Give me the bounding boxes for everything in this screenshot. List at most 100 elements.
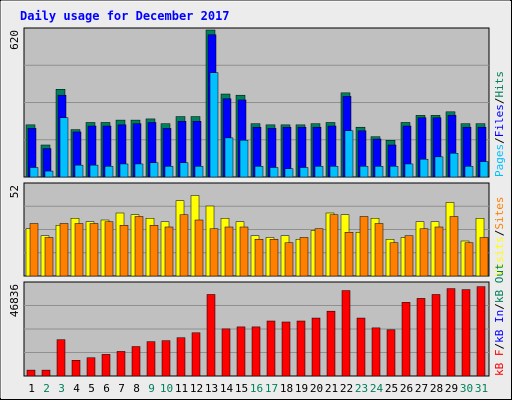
pages-bar [104, 166, 114, 178]
kbf-bar [116, 351, 126, 377]
pages-bar [29, 167, 39, 178]
x-tick-label: 8 [133, 382, 140, 395]
kbf-bar [476, 286, 486, 377]
kbf-bar [281, 321, 291, 377]
sites-bar [44, 237, 54, 277]
legend-item: Files [493, 104, 506, 137]
sites-bar [374, 223, 384, 277]
kbf-bar [416, 298, 426, 377]
kbf-bar [101, 354, 111, 377]
kbf-bar [206, 294, 216, 377]
x-tick-label: 16 [250, 382, 263, 395]
sites-bar [119, 225, 129, 277]
sites-bar [59, 223, 69, 277]
kbf-bar [146, 341, 156, 377]
pages-bar [74, 164, 84, 178]
legend-item: / [493, 343, 506, 350]
pages-bar [224, 137, 234, 178]
pages-bar [299, 167, 309, 178]
pages-bar [374, 166, 384, 178]
legend-item: Sites [493, 197, 506, 230]
legend-item: / [493, 230, 506, 237]
pages-bar [134, 163, 144, 178]
legend: kB F/kB In/kB Out [493, 263, 506, 376]
pages-bar [164, 166, 174, 178]
pages-bar [194, 166, 204, 178]
kbf-bar [386, 329, 396, 377]
kbf-bar [26, 369, 36, 377]
pages-bar [89, 164, 99, 178]
pages-bar [359, 166, 369, 178]
x-tick-label: 13 [205, 382, 218, 395]
x-tick-label: 10 [160, 382, 173, 395]
kbf-bar [251, 326, 261, 377]
kbf-bar [461, 289, 471, 377]
kbf-bar [356, 317, 366, 377]
legend: Visits/Sites [493, 197, 506, 277]
legend: Pages/Files/Hits [493, 71, 506, 177]
sites-bar [464, 242, 474, 277]
middle-panel: 52 Visits/Sites [8, 182, 506, 277]
x-tick-label: 27 [415, 382, 428, 395]
legend-item: / [493, 137, 506, 144]
x-tick-label: 29 [445, 382, 458, 395]
kbf-bar [71, 360, 81, 377]
x-tick-label: 25 [385, 382, 398, 395]
kbf-bar [86, 357, 96, 377]
sites-bar [209, 228, 219, 277]
x-tick-label: 7 [118, 382, 125, 395]
kbf-bar [326, 310, 336, 377]
sites-bar [314, 228, 324, 277]
x-tick-label: 26 [400, 382, 413, 395]
pages-bar [404, 163, 414, 178]
x-tick-label: 5 [88, 382, 95, 395]
x-tick-label: 30 [460, 382, 473, 395]
x-tick-label: 15 [235, 382, 248, 395]
sites-bar [419, 228, 429, 277]
legend-item: kB F [493, 350, 506, 377]
x-tick-label: 3 [58, 382, 65, 395]
sites-bar [359, 216, 369, 277]
pages-bar [329, 166, 339, 178]
kbf-bar [191, 332, 201, 377]
legend-item: Hits [493, 71, 506, 98]
kbf-bar [56, 339, 66, 377]
x-tick-label: 1 [28, 382, 35, 395]
legend-item: / [493, 303, 506, 310]
legend-item: kB Out [493, 263, 506, 303]
sites-bar [269, 239, 279, 277]
x-tick-label: 12 [190, 382, 203, 395]
sites-bar [179, 214, 189, 277]
legend-item: kB In [493, 310, 506, 343]
pages-bar [59, 117, 69, 178]
sites-bar [434, 226, 444, 277]
y-max-label: 620 [8, 30, 21, 50]
pages-bar [389, 166, 399, 178]
x-tick-label: 9 [148, 382, 155, 395]
sites-bar [449, 216, 459, 277]
x-tick-label: 18 [280, 382, 293, 395]
chart-title: Daily usage for December 2017 [20, 9, 230, 23]
pages-bar [479, 161, 489, 178]
x-tick-label: 22 [340, 382, 353, 395]
x-tick-label: 2 [43, 382, 50, 395]
sites-bar [29, 223, 39, 277]
legend-item: Pages [493, 144, 506, 177]
sites-bar [149, 225, 159, 277]
pages-bar [464, 166, 474, 178]
pages-bar [119, 163, 129, 178]
sites-bar [284, 242, 294, 277]
sites-bar [74, 223, 84, 277]
pages-bar [419, 158, 429, 178]
y-max-label: 46836 [8, 284, 21, 317]
x-tick-label: 6 [103, 382, 110, 395]
x-tick-label: 21 [325, 382, 338, 395]
pages-bar [254, 166, 264, 178]
pages-bar [449, 153, 459, 178]
x-tick-label: 31 [475, 382, 488, 395]
kbf-bar [371, 327, 381, 377]
x-tick-label: 17 [265, 382, 278, 395]
x-tick-label: 14 [220, 382, 234, 395]
